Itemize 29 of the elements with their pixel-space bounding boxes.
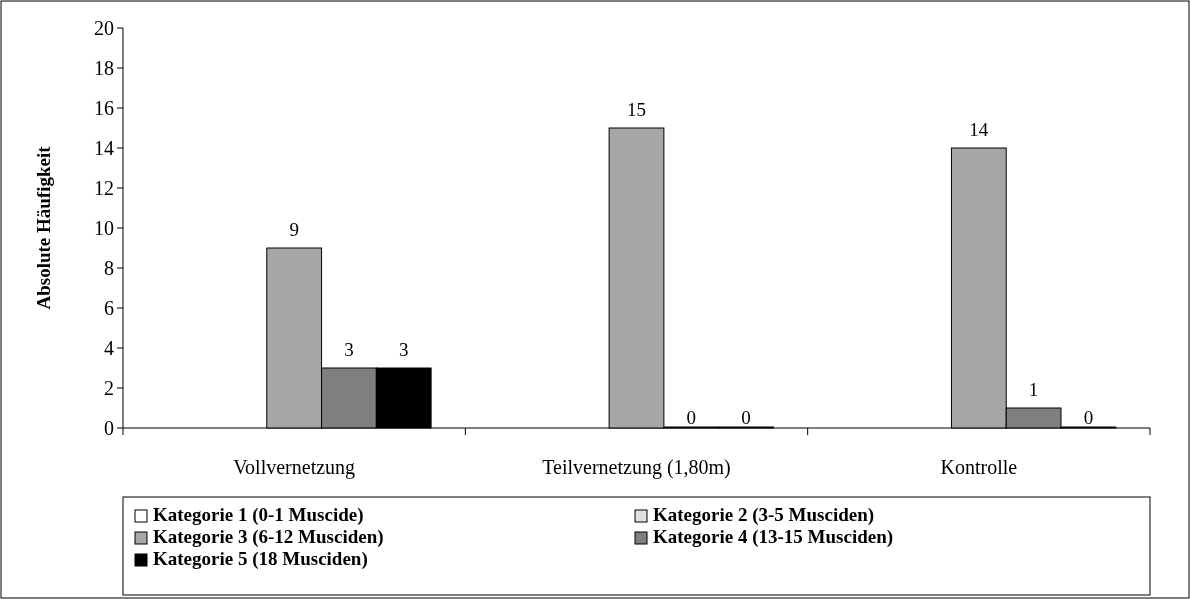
y-tick-label: 20 bbox=[94, 17, 114, 39]
legend-label: Kategorie 4 (13-15 Musciden) bbox=[653, 526, 894, 548]
y-axis-title: Absolute Häufigkeit bbox=[33, 145, 54, 310]
data-label: 9 bbox=[289, 219, 299, 240]
y-tick-label: 10 bbox=[94, 217, 114, 239]
y-tick-label: 6 bbox=[104, 297, 114, 319]
data-label: 15 bbox=[627, 99, 646, 120]
y-tick-label: 14 bbox=[94, 137, 114, 159]
data-label: 3 bbox=[398, 339, 409, 360]
data-label: 3 bbox=[344, 339, 354, 360]
data-label: 0 bbox=[686, 407, 697, 428]
y-tick-label: 2 bbox=[104, 377, 114, 399]
y-tick-label: 16 bbox=[94, 97, 114, 119]
data-label: 0 bbox=[1083, 407, 1094, 428]
legend-label: Kategorie 2 (3-5 Musciden) bbox=[653, 504, 875, 526]
x-tick-label: Kontrolle bbox=[940, 456, 1018, 478]
y-tick-label: 0 bbox=[104, 417, 114, 439]
y-tick-label: 8 bbox=[104, 257, 114, 279]
y-tick-label: 12 bbox=[94, 177, 114, 199]
x-tick-label: Teilvernetzung (1,80m) bbox=[542, 456, 731, 479]
x-tick-label: Vollvernetzung bbox=[233, 456, 356, 479]
legend-label: Kategorie 3 (6-12 Musciden) bbox=[153, 526, 384, 548]
data-label: 1 bbox=[1028, 379, 1039, 400]
y-tick-label: 4 bbox=[104, 337, 114, 359]
data-label: 0 bbox=[741, 407, 751, 428]
data-label: 14 bbox=[969, 119, 989, 140]
legend-label: Kategorie 5 (18 Musciden) bbox=[153, 548, 368, 570]
y-tick-label: 18 bbox=[94, 57, 114, 79]
legend-label: Kategorie 1 (0-1 Muscide) bbox=[153, 504, 364, 526]
